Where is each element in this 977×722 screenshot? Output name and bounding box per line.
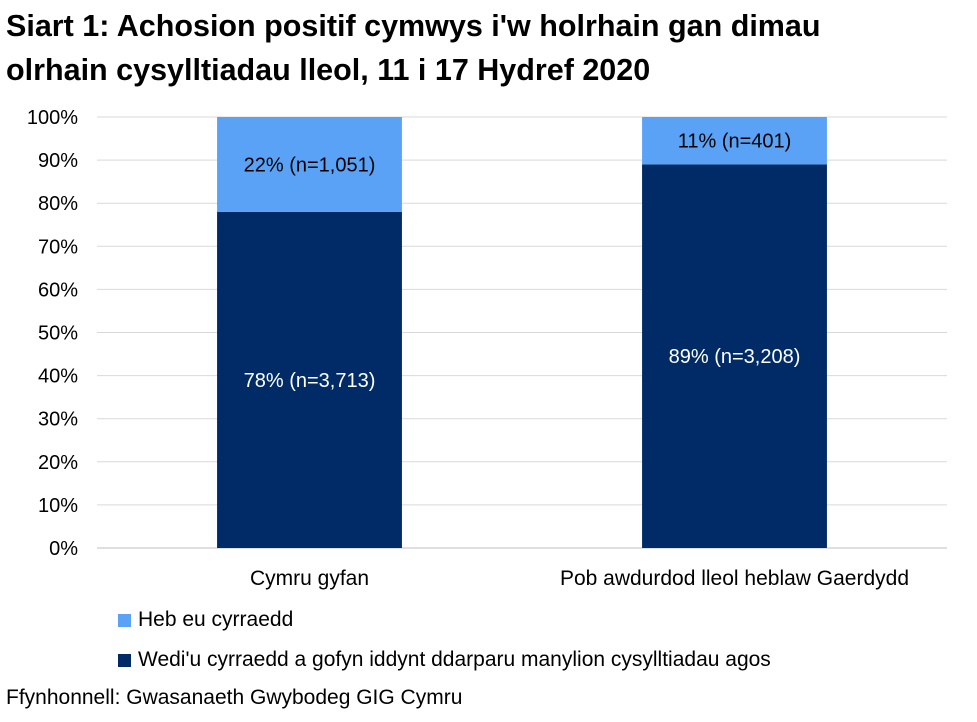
y-tick-label: 10%: [38, 495, 78, 517]
legend-label-not-reached: Heb eu cyrraedd: [138, 608, 294, 631]
y-tick-label: 40%: [38, 366, 78, 388]
chart-title: Siart 1: Achosion positif cymwys i'w hol…: [6, 4, 971, 92]
y-tick-label: 60%: [38, 279, 78, 301]
bar-segment: [217, 211, 402, 548]
legend-swatch-reached: [118, 653, 131, 667]
data-label: 89% (n=3,208): [669, 346, 801, 368]
chart-title-line-1: Siart 1: Achosion positif cymwys i'w hol…: [6, 9, 821, 43]
bar-segment: [217, 117, 402, 212]
data-label: 78% (n=3,713): [244, 370, 376, 392]
stacked-bar-chart: 0% 10% 20% 30% 40% 50% 60% 70% 80% 90% 100% 78% (n=…: [27, 107, 947, 590]
y-tick-label: 100%: [27, 107, 78, 129]
y-tick-label: 50%: [38, 323, 78, 345]
y-tick-label: 0%: [49, 538, 78, 560]
y-tick-label: 20%: [38, 452, 78, 474]
data-label: 11% (n=401): [678, 131, 792, 153]
bar-segment: [642, 117, 827, 165]
x-category-label: Pob awdurdod lleol heblaw Gaerdydd: [560, 567, 909, 590]
legend-label-reached: Wedi'u cyrraedd a gofyn iddynt ddarparu …: [138, 648, 771, 671]
legend-item-reached: Wedi'u cyrraedd a gofyn iddynt ddarparu …: [118, 648, 771, 672]
chart-title-line-2: olrhain cysylltiadau lleol, 11 i 17 Hydr…: [6, 53, 651, 87]
source-note: Ffynhonnell: Gwasanaeth Gwybodeg GIG Cym…: [6, 686, 463, 709]
legend-item-not-reached: Heb eu cyrraedd: [118, 608, 293, 632]
y-tick-label: 30%: [38, 409, 78, 431]
y-tick-label: 90%: [38, 150, 78, 172]
legend-swatch-not-reached: [118, 613, 131, 627]
y-tick-label: 80%: [38, 193, 78, 215]
y-tick-label: 70%: [38, 236, 78, 258]
x-category-label: Cymru gyfan: [250, 567, 369, 590]
data-label: 22% (n=1,051): [244, 154, 376, 176]
bar-segment: [642, 164, 827, 548]
